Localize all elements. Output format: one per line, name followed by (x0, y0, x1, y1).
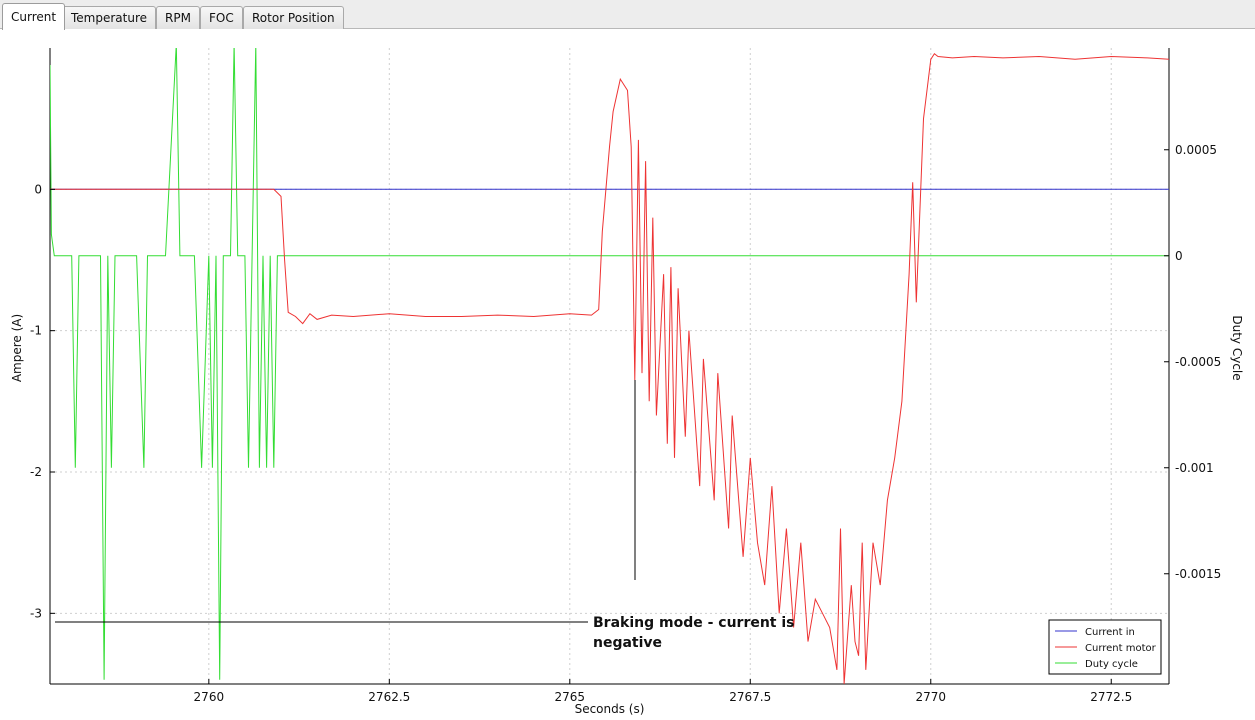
x-axis-label: Seconds (s) (575, 702, 645, 716)
y-left-tick-label: 0 (34, 182, 42, 196)
tick-labels: 2760 2762.5 2765 2767.5 2770 2772.5 0 -1 -2 -3 0.0… (30, 143, 1221, 704)
y-left-tick-label: -1 (30, 324, 42, 338)
annotation-text-line2: negative (593, 635, 662, 651)
tab-current[interactable]: Current (2, 3, 66, 30)
series-layer (50, 48, 1169, 684)
x-tick-label: 2760 (194, 690, 225, 704)
annotation-text-line1: Braking mode - current is (593, 615, 795, 631)
x-tick-label: 2765 (555, 690, 586, 704)
series-line-duty-cycle (50, 48, 1169, 680)
legend-entry-label: Current motor (1085, 643, 1157, 654)
legend-entry-label: Current in (1085, 627, 1135, 638)
tab-foc[interactable]: FOC (200, 6, 243, 29)
x-tick-label: 2762.5 (368, 690, 410, 704)
y-left-tick-label: -2 (30, 465, 42, 479)
x-tick-label: 2772.5 (1090, 690, 1132, 704)
y-right-tick-label: 0 (1175, 249, 1183, 263)
x-tick-label: 2770 (915, 690, 946, 704)
series-line-current-motor (50, 52, 1169, 684)
tab-rotor-position[interactable]: Rotor Position (243, 6, 344, 29)
tab-rpm[interactable]: RPM (156, 6, 200, 29)
x-tick-label: 2767.5 (729, 690, 771, 704)
y-right-tick-label: -0.0005 (1175, 355, 1221, 369)
y-right-tick-label: -0.001 (1175, 461, 1214, 475)
tab-bar: Current Temperature RPM FOC Rotor Positi… (0, 0, 1255, 30)
legend: Current in Current motor Duty cycle (1048, 619, 1162, 675)
braking-annotation: Braking mode - current is negative (55, 380, 795, 651)
legend-entry-label: Duty cycle (1085, 659, 1138, 670)
y-right-tick-label: 0.0005 (1175, 143, 1217, 157)
y-axis-label-left: Ampere (A) (10, 314, 24, 382)
current-chart[interactable]: 2760 2762.5 2765 2767.5 2770 2772.5 0 -1 -2 -3 0.0… (0, 29, 1255, 720)
plot-axes (49, 48, 1170, 685)
y-left-tick-label: -3 (30, 606, 42, 620)
y-right-tick-label: -0.0015 (1175, 567, 1221, 581)
tab-temperature[interactable]: Temperature (62, 6, 157, 29)
y-axis-label-right: Duty Cycle (1230, 315, 1244, 380)
